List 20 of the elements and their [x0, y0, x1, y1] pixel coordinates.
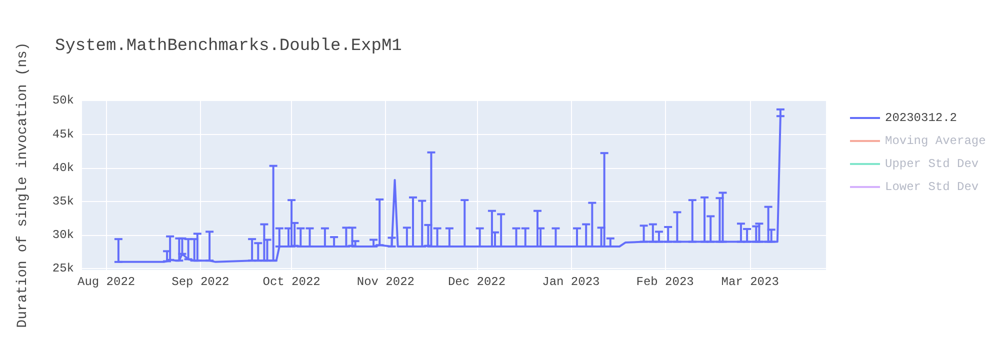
x-tick-label: Oct 2022	[262, 275, 320, 289]
y-tick-label: 30k	[52, 228, 74, 242]
y-tick-label: 50k	[52, 94, 74, 108]
chart-title: System.MathBenchmarks.Double.ExpM1	[55, 37, 402, 56]
x-tick-label: Aug 2022	[77, 275, 136, 289]
x-tick-label: Sep 2022	[172, 275, 230, 289]
x-tick-label: Jan 2023	[542, 275, 600, 289]
legend-label: Moving Average	[885, 134, 986, 148]
y-tick-label: 40k	[52, 160, 74, 175]
x-tick-label: Mar 2023	[721, 275, 779, 289]
x-tick-label: Dec 2022	[448, 275, 506, 289]
y-tick-label: 35k	[52, 194, 74, 208]
y-tick-label: 25k	[52, 262, 74, 276]
x-tick-label: Nov 2022	[356, 275, 414, 289]
y-axis-title: Duration of single invocation (ns)	[15, 42, 31, 328]
legend-label: Lower Std Dev	[885, 180, 979, 194]
x-tick-label: Feb 2023	[636, 275, 694, 289]
y-tick-label: 45k	[52, 127, 74, 142]
legend-label: 20230312.2	[885, 111, 958, 125]
legend-label: Upper Std Dev	[885, 157, 979, 171]
